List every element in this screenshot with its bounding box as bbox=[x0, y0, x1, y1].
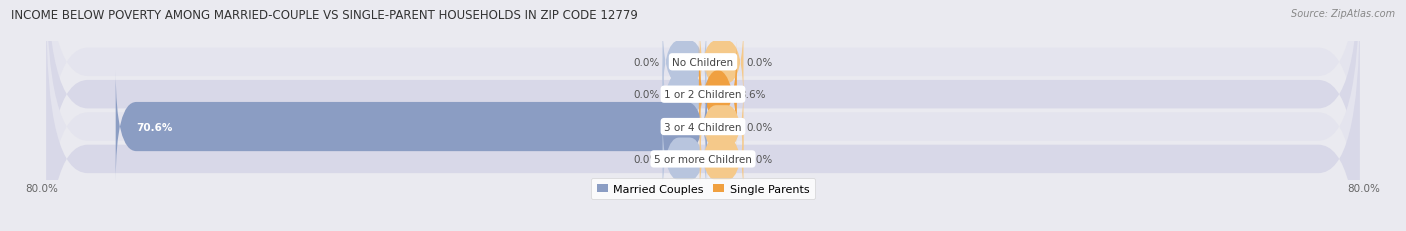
Text: 0.0%: 0.0% bbox=[633, 58, 659, 67]
Text: 70.6%: 70.6% bbox=[136, 122, 173, 132]
FancyBboxPatch shape bbox=[46, 0, 1360, 231]
Text: 3 or 4 Children: 3 or 4 Children bbox=[664, 122, 742, 132]
Legend: Married Couples, Single Parents: Married Couples, Single Parents bbox=[592, 178, 814, 200]
FancyBboxPatch shape bbox=[115, 71, 707, 183]
FancyBboxPatch shape bbox=[700, 19, 744, 106]
Text: 0.0%: 0.0% bbox=[633, 90, 659, 100]
FancyBboxPatch shape bbox=[699, 39, 737, 151]
Text: No Children: No Children bbox=[672, 58, 734, 67]
FancyBboxPatch shape bbox=[46, 0, 1360, 231]
FancyBboxPatch shape bbox=[662, 19, 706, 106]
FancyBboxPatch shape bbox=[700, 116, 744, 202]
FancyBboxPatch shape bbox=[46, 12, 1360, 231]
Text: 0.0%: 0.0% bbox=[747, 154, 773, 164]
Text: 1 or 2 Children: 1 or 2 Children bbox=[664, 90, 742, 100]
Text: Source: ZipAtlas.com: Source: ZipAtlas.com bbox=[1291, 9, 1395, 19]
Text: 0.0%: 0.0% bbox=[633, 154, 659, 164]
Text: INCOME BELOW POVERTY AMONG MARRIED-COUPLE VS SINGLE-PARENT HOUSEHOLDS IN ZIP COD: INCOME BELOW POVERTY AMONG MARRIED-COUPL… bbox=[11, 9, 638, 22]
FancyBboxPatch shape bbox=[46, 0, 1360, 210]
Text: 5 or more Children: 5 or more Children bbox=[654, 154, 752, 164]
Text: 3.6%: 3.6% bbox=[740, 90, 766, 100]
FancyBboxPatch shape bbox=[662, 52, 706, 138]
FancyBboxPatch shape bbox=[662, 116, 706, 202]
FancyBboxPatch shape bbox=[700, 84, 744, 170]
Text: 0.0%: 0.0% bbox=[747, 58, 773, 67]
Text: 0.0%: 0.0% bbox=[747, 122, 773, 132]
